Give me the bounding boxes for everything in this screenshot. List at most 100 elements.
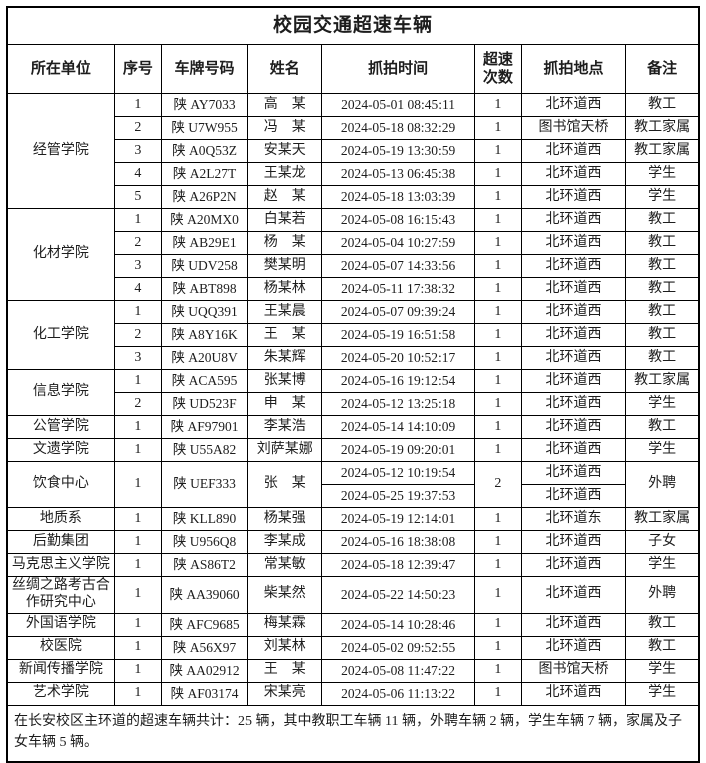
time-cell: 2024-05-08 16:15:43 xyxy=(321,208,475,232)
time-cell: 2024-05-13 06:45:38 xyxy=(321,162,475,186)
column-header: 序号 xyxy=(113,44,162,94)
name-cell: 樊某明 xyxy=(247,254,323,278)
table-row: 校医院 1 陕 A56X97 刘某林 2024-05-02 09:52:55 1 北环道西教… xyxy=(6,635,700,660)
plate-cell: 陕 A2L27T xyxy=(160,162,249,186)
seq-cell: 1 xyxy=(113,369,162,393)
location-cell: 北环道西 xyxy=(520,300,627,324)
remark-cell: 教工 xyxy=(625,415,700,439)
remark-cell: 外聘 xyxy=(625,461,700,508)
remark-cell: 教工家属 xyxy=(625,369,700,393)
location-cell: 北环道西 xyxy=(520,139,627,163)
count-cell: 1 xyxy=(473,576,522,614)
name-cell: 刘萨某娜 xyxy=(247,438,323,462)
count-cell: 1 xyxy=(473,681,522,706)
column-header: 姓名 xyxy=(247,44,323,94)
remark-cell: 教工家属 xyxy=(625,116,700,140)
time-cell: 2024-05-07 09:39:24 xyxy=(321,300,475,324)
plate-cell: 陕 KLL890 xyxy=(160,507,249,531)
table-row: 化材学院 1 陕 A20MX0 白某若 2024-05-08 16:15:43 1 北环道西… xyxy=(6,208,700,301)
remark-cell: 教工 xyxy=(625,346,700,370)
seq-cell: 5 xyxy=(113,185,162,209)
seq-cell: 1 xyxy=(113,635,162,660)
remark-cell: 学生 xyxy=(625,553,700,577)
plate-cell: 陕 AS86T2 xyxy=(160,553,249,577)
count-cell: 1 xyxy=(473,369,522,393)
count-cell: 1 xyxy=(473,162,522,186)
unit-cell: 丝绸之路考古合作研究中心 xyxy=(6,576,115,614)
count-cell: 1 xyxy=(473,612,522,637)
name-cell: 宋某亮 xyxy=(247,681,323,706)
plate-cell: 陕 UQQ391 xyxy=(160,300,249,324)
location-cell: 图书馆天桥 xyxy=(520,116,627,140)
plate-cell: 陕 A20U8V xyxy=(160,346,249,370)
time-cell: 2024-05-19 13:30:59 xyxy=(321,139,475,163)
remark-cell: 学生 xyxy=(625,392,700,416)
document-sheet: 校园交通超速车辆 所在单位 序号 车牌号码 姓名 抓拍时间 超速次数 抓拍地点 备注 经管学院… xyxy=(6,6,700,763)
seq-cell: 2 xyxy=(113,231,162,255)
location-cell: 北环道西 xyxy=(520,277,627,301)
plate-cell: 陕 AA02912 xyxy=(160,658,249,683)
remark-cell: 教工 xyxy=(625,612,700,637)
plate-cell: 陕 A20MX0 xyxy=(160,208,249,232)
location-cell: 北环道西 xyxy=(520,438,627,462)
table-row: 文遗学院 1 陕 U55A82 刘萨某娜 2024-05-19 09:20:01 1 北环道… xyxy=(6,438,700,462)
location-cell: 北环道东 xyxy=(520,507,627,531)
plate-cell: 陕 AFC9685 xyxy=(160,612,249,637)
seq-cell: 1 xyxy=(113,681,162,706)
name-cell: 柴某然 xyxy=(247,576,323,614)
plate-cell: 陕 U7W955 xyxy=(160,116,249,140)
unit-cell: 公管学院 xyxy=(6,415,115,439)
remark-cell: 学生 xyxy=(625,438,700,462)
time-cell: 2024-05-14 10:28:46 xyxy=(321,612,475,637)
column-header: 超速次数 xyxy=(473,44,522,94)
unit-cell: 文遗学院 xyxy=(6,438,115,462)
time-cell: 2024-05-16 18:38:08 xyxy=(321,530,475,554)
plate-cell: 陕 U956Q8 xyxy=(160,530,249,554)
time-cell: 2024-05-04 10:27:59 xyxy=(321,231,475,255)
location-cell: 北环道西 xyxy=(520,635,627,660)
count-cell: 1 xyxy=(473,438,522,462)
time-cell: 2024-05-18 08:32:29 xyxy=(321,116,475,140)
name-cell: 李某浩 xyxy=(247,415,323,439)
table-row: 2024-05-25 19:37:53 北环道西 xyxy=(7,484,699,508)
time-cell: 2024-05-18 12:39:47 xyxy=(321,553,475,577)
time-cell: 2024-05-07 14:33:56 xyxy=(321,254,475,278)
location-cell: 北环道西 xyxy=(520,162,627,186)
time-cell: 2024-05-19 12:14:01 xyxy=(321,507,475,531)
table-row: 地质系 1 陕 KLL890 杨某强 2024-05-19 12:14:01 1 北环道东教… xyxy=(6,507,700,531)
seq-cell: 1 xyxy=(113,415,162,439)
location-cell: 北环道西 xyxy=(520,612,627,637)
count-cell: 1 xyxy=(473,254,522,278)
name-cell: 朱某辉 xyxy=(247,346,323,370)
time-cell: 2024-05-12 10:19:54 xyxy=(321,461,475,485)
time-cell: 2024-05-19 16:51:58 xyxy=(321,323,475,347)
speeding-vehicles-table: 校园交通超速车辆 所在单位 序号 车牌号码 姓名 抓拍时间 超速次数 抓拍地点 备注 经管学院… xyxy=(6,6,700,763)
seq-cell: 3 xyxy=(113,139,162,163)
location-cell: 北环道西 xyxy=(520,346,627,370)
seq-cell: 4 xyxy=(113,277,162,301)
name-cell: 李某成 xyxy=(247,530,323,554)
column-header: 抓拍地点 xyxy=(520,44,627,94)
seq-cell: 1 xyxy=(113,438,162,462)
seq-cell: 3 xyxy=(113,254,162,278)
name-cell: 王某晨 xyxy=(247,300,323,324)
remark-cell: 学生 xyxy=(625,658,700,683)
table-row: 化工学院 1 陕 UQQ391 王某晨 2024-05-07 09:39:24 1 北环道西… xyxy=(6,300,700,370)
plate-cell: 陕 A8Y16K xyxy=(160,323,249,347)
location-cell: 北环道西 xyxy=(520,553,627,577)
plate-cell: 陕 UD523F xyxy=(160,392,249,416)
table-row: 丝绸之路考古合作研究中心 1 陕 AA39060 柴某然 2024-05-22 14:5… xyxy=(6,576,700,614)
time-cell: 2024-05-01 08:45:11 xyxy=(321,93,475,117)
table-row: 外国语学院 1 陕 AFC9685 梅某霖 2024-05-14 10:28:46 1 北环… xyxy=(6,612,700,637)
remark-cell: 教工 xyxy=(625,208,700,232)
remark-cell: 教工 xyxy=(625,323,700,347)
seq-cell: 1 xyxy=(113,93,162,117)
unit-cell: 化材学院 xyxy=(6,208,115,301)
plate-cell: 陕 UDV258 xyxy=(160,254,249,278)
remark-cell: 学生 xyxy=(625,185,700,209)
